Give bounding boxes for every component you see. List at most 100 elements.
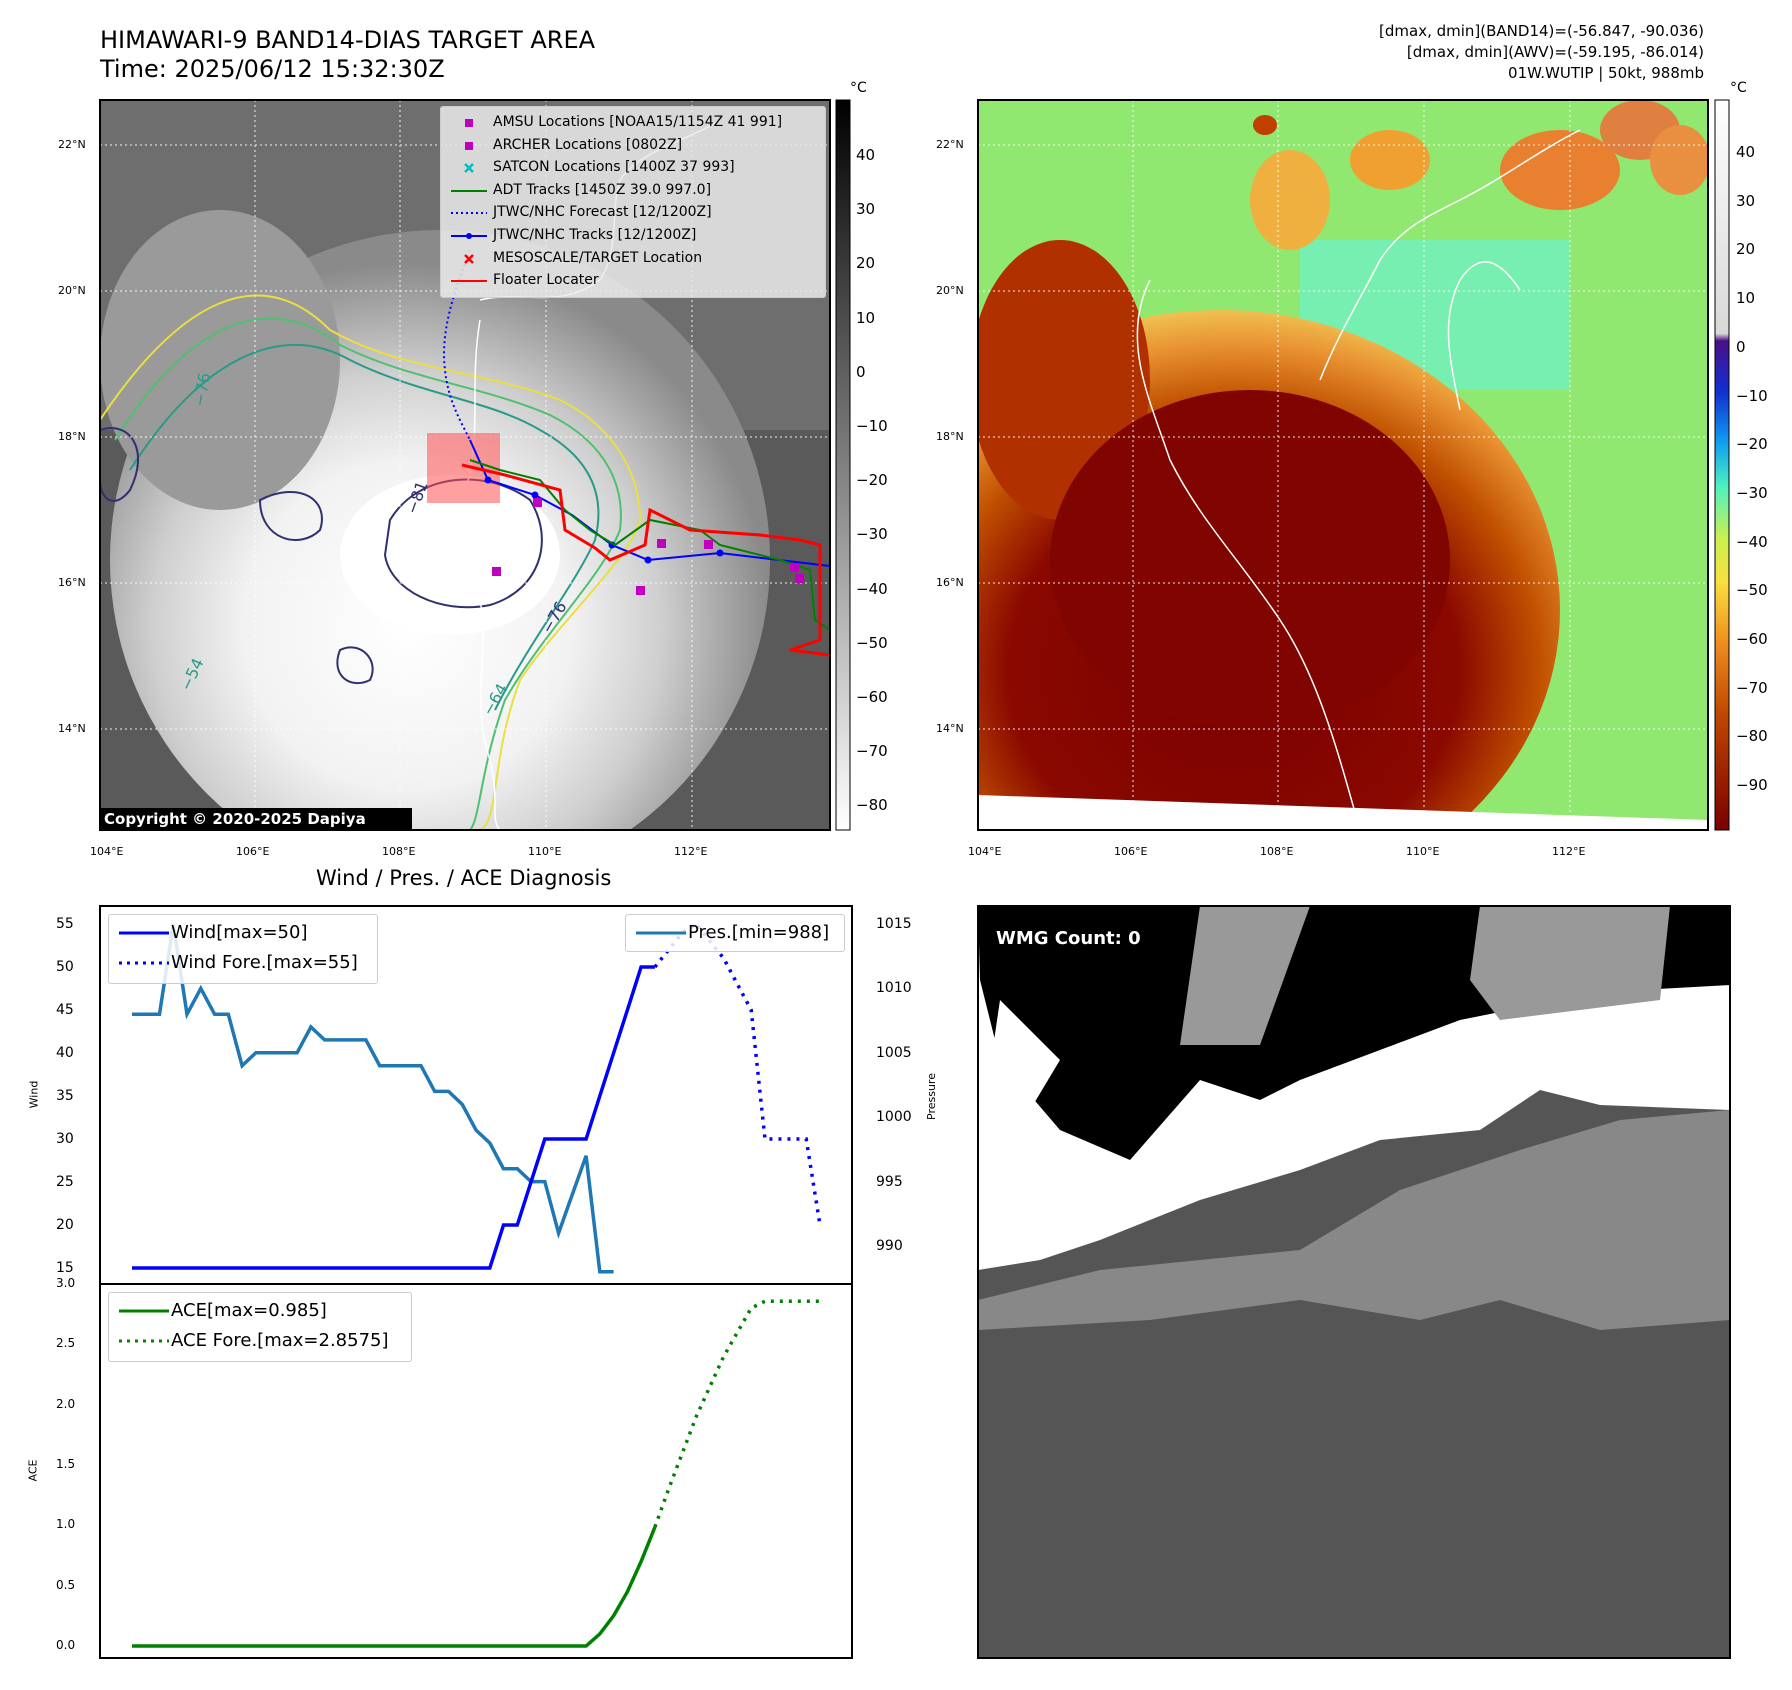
legend-marker — [451, 233, 487, 239]
colorbar-tick: −80 — [856, 796, 888, 815]
colorbar-tick: −90 — [1736, 776, 1768, 795]
ace-legend: ACE[max=0.985] ACE Fore.[max=2.8575] — [108, 1292, 412, 1362]
lat-label: 16°N — [936, 576, 964, 589]
dmax-awv-info: [dmax, dmin](AWV)=(-59.195, -86.014) — [1406, 43, 1704, 61]
colorbar-tick: −50 — [1736, 581, 1768, 600]
colorbar-tick: −30 — [856, 525, 888, 544]
ace-ylabel: ACE — [26, 1459, 40, 1482]
lat-label: 18°N — [936, 430, 964, 443]
lat-label: 16°N — [58, 576, 86, 589]
wind-tick: 15 — [56, 1260, 74, 1276]
ace-tick: 3.0 — [56, 1276, 76, 1290]
colorbar-tick: 40 — [856, 146, 876, 164]
map-legend: AMSU Locations [NOAA15/1154Z 41 991] ARCH… — [440, 106, 826, 298]
legend-label: AMSU Locations [NOAA15/1154Z 41 991] — [493, 114, 783, 130]
contour-label: −81 — [402, 478, 432, 517]
legend-label: JTWC/NHC Forecast [12/1200Z] — [493, 204, 712, 221]
wind-ylabel: Wind — [27, 1080, 41, 1109]
contour-label: −54 — [176, 655, 208, 694]
colorbar-tick: 30 — [856, 200, 876, 219]
colorbar-tick: 30 — [1736, 191, 1756, 210]
legend-marker — [465, 119, 473, 127]
right-colorbar-unit: °C — [1730, 80, 1747, 96]
legend-label: ARCHER Locations [0802Z] — [493, 136, 683, 153]
colorbar-tick: −70 — [856, 742, 888, 761]
ace-tick: 0.0 — [56, 1638, 76, 1652]
wind-tick: 20 — [56, 1217, 74, 1233]
left-colorbar-unit: °C — [850, 80, 867, 96]
dmax-band14-info: [dmax, dmin](BAND14)=(-56.847, -90.036) — [1379, 22, 1704, 40]
colorbar-tick: 10 — [856, 308, 876, 327]
chart-time: Time: 2025/06/12 15:32:30Z — [100, 55, 445, 83]
lon-label: 106°E — [1114, 845, 1148, 858]
colorbar-tick: 40 — [1736, 143, 1756, 161]
lon-label: 108°E — [382, 845, 416, 858]
colorbar-tick: −50 — [856, 633, 888, 652]
lon-label: 106°E — [236, 845, 270, 858]
colorbar-tick: 0 — [1736, 337, 1746, 356]
ace-tick: 0.5 — [56, 1577, 76, 1592]
lon-label: 110°E — [528, 845, 562, 858]
colorbar-tick: −40 — [1736, 532, 1768, 551]
pressure-legend: Pres.[min=988] — [625, 914, 845, 952]
lat-label: 22°N — [58, 138, 86, 151]
copyright-box: Copyright © 2020-2025 Dapiya — [100, 808, 412, 830]
wmg-count-label: WMG Count: 0 — [996, 928, 1141, 949]
ace-tick: 2.5 — [56, 1336, 76, 1351]
colorbar-tick: −40 — [856, 579, 888, 598]
colorbar-tick: −60 — [856, 688, 888, 706]
wind-tick: 35 — [56, 1088, 74, 1104]
lat-label: 20°N — [58, 284, 86, 297]
legend-ace-forecast: ACE Fore.[max=2.8575] — [171, 1330, 389, 1351]
ace-tick: 1.5 — [56, 1457, 76, 1471]
colorbar-tick: 10 — [1736, 289, 1756, 308]
lat-label: 14°N — [58, 722, 86, 735]
legend-label: JTWC/NHC Tracks [12/1200Z] — [493, 227, 697, 243]
wind-legend: Wind[max=50] Wind Fore.[max=55] — [108, 914, 378, 984]
colorbar-tick: 20 — [1736, 240, 1756, 259]
colorbar-tick: 0 — [856, 362, 866, 381]
lon-label: 104°E — [90, 845, 124, 858]
pressure-tick: 995 — [876, 1173, 903, 1190]
colorbar-tick: −60 — [1736, 630, 1768, 648]
ace-forecast-line — [653, 1299, 820, 1528]
legend-marker — [451, 280, 487, 283]
legend-pressure: Pres.[min=988] — [688, 922, 830, 943]
lon-label: 108°E — [1260, 845, 1294, 858]
lon-label: 112°E — [674, 845, 708, 858]
legend-label: SATCON Locations [1400Z 37 993] — [493, 159, 735, 176]
pressure-tick: 1005 — [876, 1044, 912, 1061]
legend-wind-forecast: Wind Fore.[max=55] — [171, 952, 358, 973]
wind-tick: 40 — [56, 1045, 74, 1061]
colorbar-tick: −20 — [856, 471, 888, 490]
lat-label: 22°N — [936, 138, 964, 151]
lat-label: 18°N — [58, 430, 86, 443]
lat-label: 14°N — [936, 722, 964, 735]
lon-label: 112°E — [1552, 845, 1586, 858]
legend-label: Floater Locater — [493, 272, 599, 289]
colorbar-tick: −10 — [1736, 386, 1768, 405]
contour-label: −76 — [189, 371, 215, 408]
pressure-tick: 1010 — [876, 980, 912, 997]
legend-marker — [464, 163, 474, 174]
ace-line — [132, 1526, 657, 1648]
legend-ace: ACE[max=0.985] — [171, 1300, 327, 1321]
storm-info: 01W.WUTIP | 50kt, 988mb — [1508, 64, 1704, 82]
contour-label: −76 — [537, 598, 571, 637]
legend-wind: Wind[max=50] — [171, 922, 308, 943]
legend-marker — [465, 141, 473, 150]
colorbar-tick: −20 — [1736, 435, 1768, 454]
pressure-ylabel: Pressure — [924, 1073, 938, 1120]
legend-marker — [451, 212, 487, 215]
ace-tick: 1.0 — [56, 1517, 76, 1532]
wind-forecast-line — [653, 921, 822, 1226]
colorbar-tick: −80 — [1736, 727, 1768, 746]
legend-label: MESOSCALE/TARGET Location — [493, 249, 703, 266]
legend-marker — [451, 189, 487, 192]
colorbar-tick: −10 — [856, 417, 888, 435]
ace-tick: 2.0 — [56, 1396, 76, 1411]
colorbar-tick: −30 — [1736, 483, 1768, 502]
chart-title: HIMAWARI-9 BAND14-DIAS TARGET AREA — [100, 26, 596, 54]
colorbar-tick: −70 — [1736, 678, 1768, 697]
wind-tick: 25 — [56, 1174, 74, 1190]
